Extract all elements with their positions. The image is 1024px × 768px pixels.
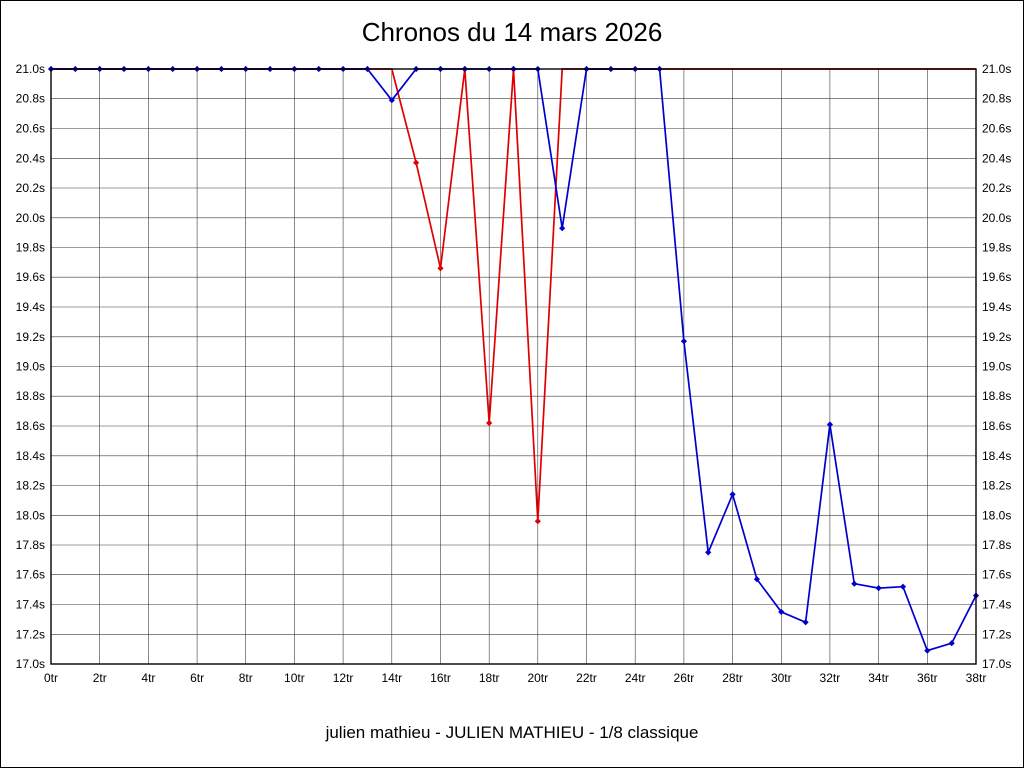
svg-text:20.8s: 20.8s	[982, 92, 1011, 106]
svg-text:20.0s: 20.0s	[982, 211, 1011, 225]
chart-caption: julien mathieu - JULIEN MATHIEU - 1/8 cl…	[325, 723, 699, 742]
svg-text:38tr: 38tr	[966, 671, 987, 685]
blue-series-marker	[802, 619, 809, 626]
blue-series-line	[51, 68, 977, 652]
svg-text:18.6s: 18.6s	[16, 419, 45, 433]
svg-text:22tr: 22tr	[576, 671, 597, 685]
svg-text:20.6s: 20.6s	[982, 122, 1011, 136]
svg-text:17.2s: 17.2s	[16, 627, 45, 641]
svg-text:21.0s: 21.0s	[16, 62, 45, 76]
svg-text:18tr: 18tr	[479, 671, 500, 685]
axis-tick-labels: 21.0s 21.0s 20.8s 20.8s 20.6s 20.6s 20.4s 20.4s…	[16, 62, 1012, 685]
svg-text:20.4s: 20.4s	[16, 151, 45, 165]
svg-text:32tr: 32tr	[820, 671, 841, 685]
svg-text:30tr: 30tr	[771, 671, 792, 685]
svg-text:18.0s: 18.0s	[982, 508, 1011, 522]
svg-text:6tr: 6tr	[190, 671, 204, 685]
blue-series-marker	[559, 225, 566, 232]
svg-text:20.6s: 20.6s	[16, 122, 45, 136]
svg-text:17.8s: 17.8s	[16, 538, 45, 552]
svg-text:16tr: 16tr	[430, 671, 451, 685]
svg-text:19.6s: 19.6s	[16, 270, 45, 284]
svg-text:17.4s: 17.4s	[16, 598, 45, 612]
svg-text:17.4s: 17.4s	[982, 598, 1011, 612]
svg-text:17.6s: 17.6s	[982, 568, 1011, 582]
svg-text:20.4s: 20.4s	[982, 151, 1011, 165]
red-series-marker	[413, 159, 420, 166]
svg-text:18.6s: 18.6s	[982, 419, 1011, 433]
svg-text:17.2s: 17.2s	[982, 627, 1011, 641]
svg-text:36tr: 36tr	[917, 671, 938, 685]
data-series	[47, 65, 980, 654]
svg-text:18.2s: 18.2s	[982, 479, 1011, 493]
blue-series-marker	[851, 580, 858, 587]
svg-text:19.4s: 19.4s	[982, 300, 1011, 314]
svg-text:17.6s: 17.6s	[16, 568, 45, 582]
svg-text:19.6s: 19.6s	[982, 270, 1011, 284]
svg-text:34tr: 34tr	[868, 671, 889, 685]
svg-text:14tr: 14tr	[381, 671, 402, 685]
svg-text:20.2s: 20.2s	[16, 181, 45, 195]
svg-text:12tr: 12tr	[333, 671, 354, 685]
red-series-marker	[534, 518, 541, 525]
svg-text:18.0s: 18.0s	[16, 508, 45, 522]
svg-text:19.2s: 19.2s	[982, 330, 1011, 344]
svg-text:19.4s: 19.4s	[16, 300, 45, 314]
svg-text:17.0s: 17.0s	[982, 657, 1011, 671]
svg-text:19.8s: 19.8s	[982, 241, 1011, 255]
svg-text:17.0s: 17.0s	[16, 657, 45, 671]
svg-text:18.8s: 18.8s	[982, 389, 1011, 403]
svg-text:24tr: 24tr	[625, 671, 646, 685]
svg-text:19.0s: 19.0s	[16, 360, 45, 374]
plot-border	[50, 68, 977, 665]
grid-lines	[50, 68, 977, 665]
red-series-line	[51, 68, 976, 522]
svg-text:26tr: 26tr	[674, 671, 695, 685]
svg-text:10tr: 10tr	[284, 671, 305, 685]
svg-text:2tr: 2tr	[93, 671, 107, 685]
svg-text:0tr: 0tr	[44, 671, 58, 685]
blue-series-marker	[948, 640, 955, 647]
svg-text:20.0s: 20.0s	[16, 211, 45, 225]
svg-text:18.4s: 18.4s	[982, 449, 1011, 463]
blue-series-marker	[826, 421, 833, 428]
blue-series-marker	[899, 583, 907, 590]
svg-text:19.0s: 19.0s	[982, 360, 1011, 374]
svg-text:18.4s: 18.4s	[16, 449, 45, 463]
blue-series-marker	[753, 576, 760, 583]
red-series-marker	[437, 265, 444, 272]
svg-text:18.8s: 18.8s	[16, 389, 45, 403]
blue-series-marker	[705, 549, 712, 556]
svg-text:8tr: 8tr	[239, 671, 253, 685]
svg-text:19.8s: 19.8s	[16, 241, 45, 255]
blue-series-marker	[680, 338, 687, 345]
svg-text:4tr: 4tr	[141, 671, 155, 685]
svg-text:20tr: 20tr	[527, 671, 548, 685]
blue-series-marker	[875, 585, 882, 592]
svg-text:21.0s: 21.0s	[982, 62, 1011, 76]
svg-text:20.2s: 20.2s	[982, 181, 1011, 195]
blue-series-marker	[729, 491, 736, 498]
blue-series-marker	[388, 97, 395, 104]
chart-title: Chronos du 14 mars 2026	[361, 17, 663, 47]
blue-series-marker	[778, 608, 785, 615]
svg-text:20.8s: 20.8s	[16, 92, 45, 106]
svg-text:19.2s: 19.2s	[16, 330, 45, 344]
svg-text:28tr: 28tr	[722, 671, 743, 685]
svg-text:17.8s: 17.8s	[982, 538, 1011, 552]
svg-text:18.2s: 18.2s	[16, 479, 45, 493]
red-series-marker	[486, 419, 493, 427]
blue-series-marker	[924, 647, 931, 654]
